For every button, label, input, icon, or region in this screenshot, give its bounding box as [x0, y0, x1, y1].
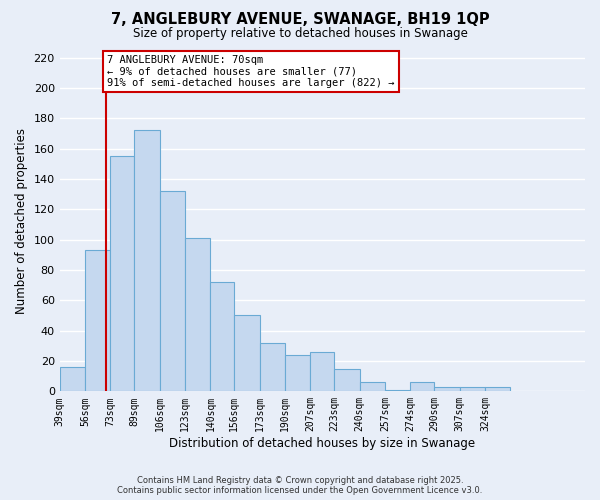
Bar: [260, 343, 285, 392]
Bar: [211, 282, 234, 392]
Bar: [310, 352, 334, 392]
Bar: [434, 387, 460, 392]
Text: Contains HM Land Registry data © Crown copyright and database right 2025.
Contai: Contains HM Land Registry data © Crown c…: [118, 476, 482, 495]
Text: 7 ANGLEBURY AVENUE: 70sqm
← 9% of detached houses are smaller (77)
91% of semi-d: 7 ANGLEBURY AVENUE: 70sqm ← 9% of detach…: [107, 55, 395, 88]
Bar: [85, 250, 110, 392]
X-axis label: Distribution of detached houses by size in Swanage: Distribution of detached houses by size …: [169, 437, 475, 450]
Bar: [460, 387, 485, 392]
Bar: [185, 238, 211, 392]
Bar: [410, 382, 434, 392]
Bar: [334, 368, 359, 392]
Bar: [485, 387, 511, 392]
Bar: [134, 130, 160, 392]
Bar: [385, 390, 410, 392]
Bar: [234, 316, 260, 392]
Bar: [285, 355, 310, 392]
Bar: [359, 382, 385, 392]
Text: Size of property relative to detached houses in Swanage: Size of property relative to detached ho…: [133, 28, 467, 40]
Bar: [110, 156, 134, 392]
Bar: [160, 191, 185, 392]
Text: 7, ANGLEBURY AVENUE, SWANAGE, BH19 1QP: 7, ANGLEBURY AVENUE, SWANAGE, BH19 1QP: [110, 12, 490, 28]
Y-axis label: Number of detached properties: Number of detached properties: [15, 128, 28, 314]
Bar: [59, 367, 85, 392]
